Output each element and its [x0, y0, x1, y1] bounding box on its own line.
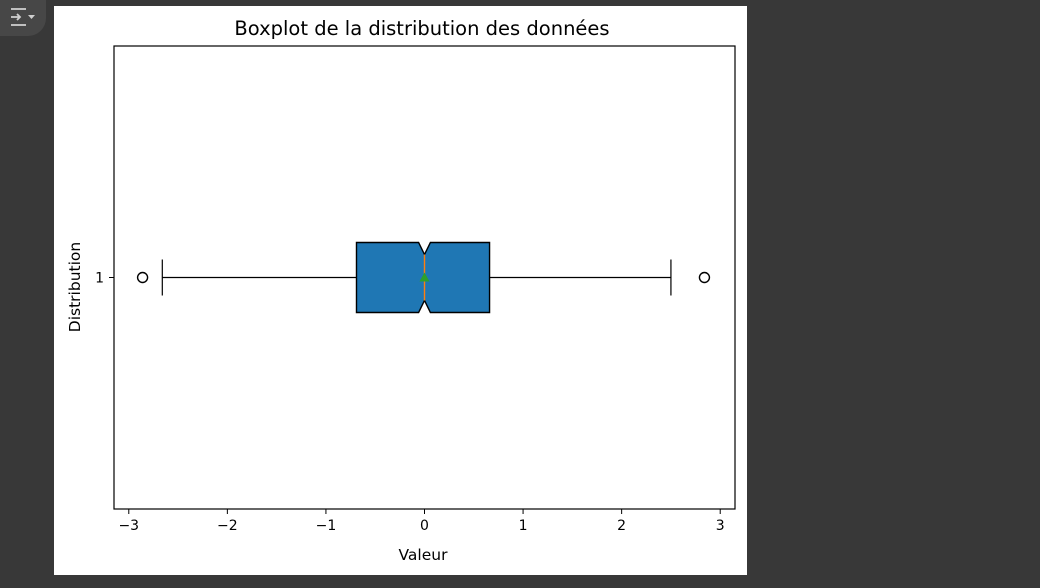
x-tick-label: −3	[118, 518, 139, 534]
x-tick-label: 2	[617, 518, 626, 534]
x-tick-label: −2	[217, 518, 238, 534]
output-toggle-icon	[11, 8, 35, 26]
chart-figure: Boxplot de la distribution des données −…	[54, 6, 747, 575]
output-toggle-button[interactable]	[0, 0, 46, 36]
x-tick-label: 1	[519, 518, 528, 534]
boxplot-chart: Boxplot de la distribution des données −…	[66, 17, 736, 564]
mean-marker	[419, 272, 430, 282]
outlier-point	[698, 271, 711, 284]
x-tick-label: −1	[316, 518, 337, 534]
chart-title: Boxplot de la distribution des données	[234, 17, 609, 40]
x-axis-label: Valeur	[399, 546, 449, 564]
y-tick-label: 1	[95, 271, 104, 287]
y-axis-label: Distribution	[66, 242, 84, 332]
x-tick-label: 0	[420, 518, 429, 534]
x-tick-label: 3	[716, 518, 725, 534]
outlier-point	[136, 271, 149, 284]
